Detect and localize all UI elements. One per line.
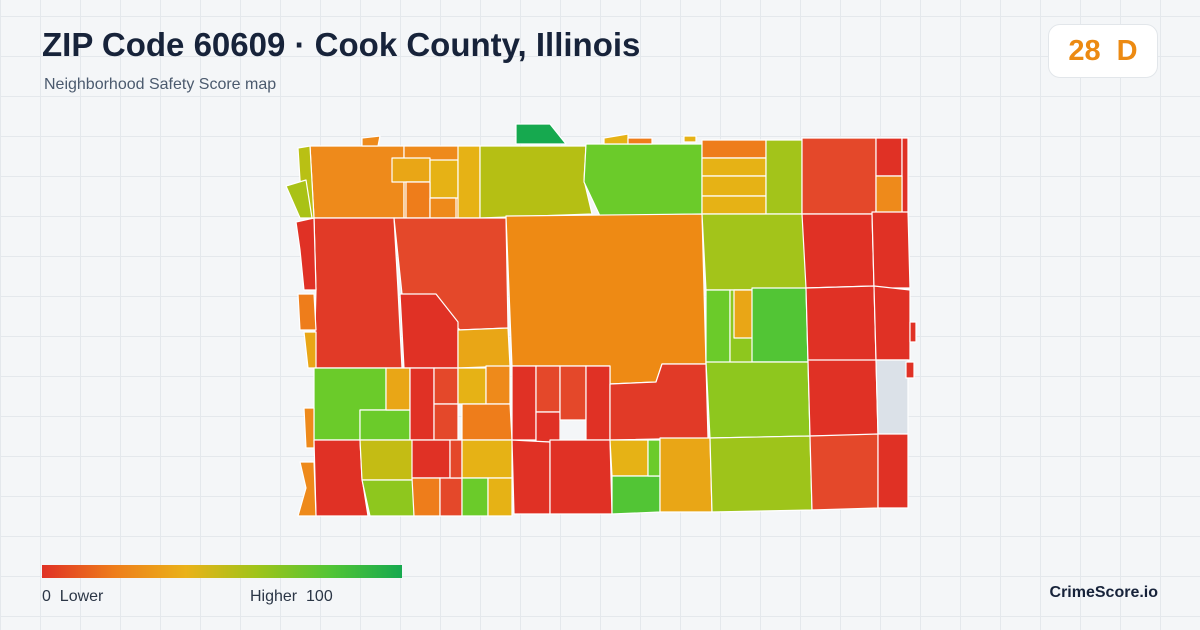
map-area <box>391 157 431 183</box>
legend-high-label: Higher 100 <box>250 588 333 605</box>
map-area <box>385 367 411 411</box>
map-area <box>701 157 767 177</box>
map-area <box>873 285 911 361</box>
map-area <box>683 135 697 143</box>
map-area <box>549 439 613 515</box>
map-area <box>809 433 879 511</box>
map-area <box>439 477 463 517</box>
legend-low-label: 0 Lower <box>42 588 104 605</box>
map-area <box>647 439 661 477</box>
map-area <box>535 411 561 443</box>
legend-color-scale <box>42 565 402 578</box>
map-area <box>905 361 915 379</box>
map-area <box>359 409 411 441</box>
map-area <box>807 359 879 437</box>
map-area <box>479 145 593 219</box>
map-area <box>901 137 909 215</box>
map-area <box>505 213 707 385</box>
map-area <box>875 137 903 177</box>
map-area <box>297 293 317 331</box>
map-area <box>701 175 767 197</box>
map-area <box>801 137 877 215</box>
map-area <box>295 217 317 291</box>
map-area <box>875 359 909 435</box>
brand-name: CrimeScore.io <box>1049 584 1158 601</box>
map-area <box>313 439 369 517</box>
map-area <box>611 475 661 515</box>
map-area <box>801 213 875 289</box>
map-area <box>361 479 415 517</box>
map-area <box>701 139 767 159</box>
map-area <box>485 365 511 405</box>
map-area <box>603 133 629 145</box>
map-area <box>449 439 463 479</box>
map-area <box>585 365 611 441</box>
map-area <box>701 195 767 215</box>
map-area <box>511 365 537 441</box>
map-area <box>457 327 511 369</box>
page-subtitle: Neighborhood Safety Score map <box>44 76 277 93</box>
map-area <box>457 145 481 219</box>
safety-score-value: 28 <box>1068 34 1101 67</box>
map-area <box>511 439 551 515</box>
map-area <box>871 211 911 289</box>
map-area <box>313 217 403 369</box>
map-area <box>733 289 755 339</box>
map-area <box>765 139 803 215</box>
map-area <box>609 439 649 477</box>
map-area <box>359 439 415 481</box>
map-area <box>515 123 567 145</box>
map-area <box>411 439 451 479</box>
map-area <box>701 213 811 291</box>
map-area <box>705 361 811 439</box>
map-area <box>659 437 713 513</box>
map-area <box>805 285 877 363</box>
map-area <box>461 439 513 479</box>
map-area <box>461 477 489 517</box>
map-area <box>535 365 561 413</box>
map-area <box>309 145 405 219</box>
map-area <box>751 287 809 363</box>
map-area <box>361 135 381 147</box>
map-area <box>303 331 317 369</box>
map-area <box>875 175 903 215</box>
map-area <box>297 461 317 517</box>
map-area <box>405 181 431 219</box>
map-area <box>487 477 513 517</box>
map-area <box>409 367 435 441</box>
map-area <box>705 289 731 365</box>
map-area <box>583 143 703 217</box>
map-area <box>429 197 457 219</box>
map-area <box>429 159 459 199</box>
map-area <box>909 321 917 343</box>
map-area <box>457 367 487 405</box>
page-title: ZIP Code 60609 · Cook County, Illinois <box>42 26 641 63</box>
map-area <box>433 367 459 405</box>
safety-score-badge: 28 D <box>1048 24 1158 78</box>
map-area <box>411 477 441 517</box>
safety-grade: D <box>1116 34 1138 67</box>
map-area <box>709 435 813 513</box>
map-area <box>461 403 513 441</box>
map-area <box>559 365 587 421</box>
map-area <box>433 403 459 441</box>
map-area <box>627 137 653 145</box>
map-area <box>303 407 315 449</box>
map-area <box>877 433 909 509</box>
